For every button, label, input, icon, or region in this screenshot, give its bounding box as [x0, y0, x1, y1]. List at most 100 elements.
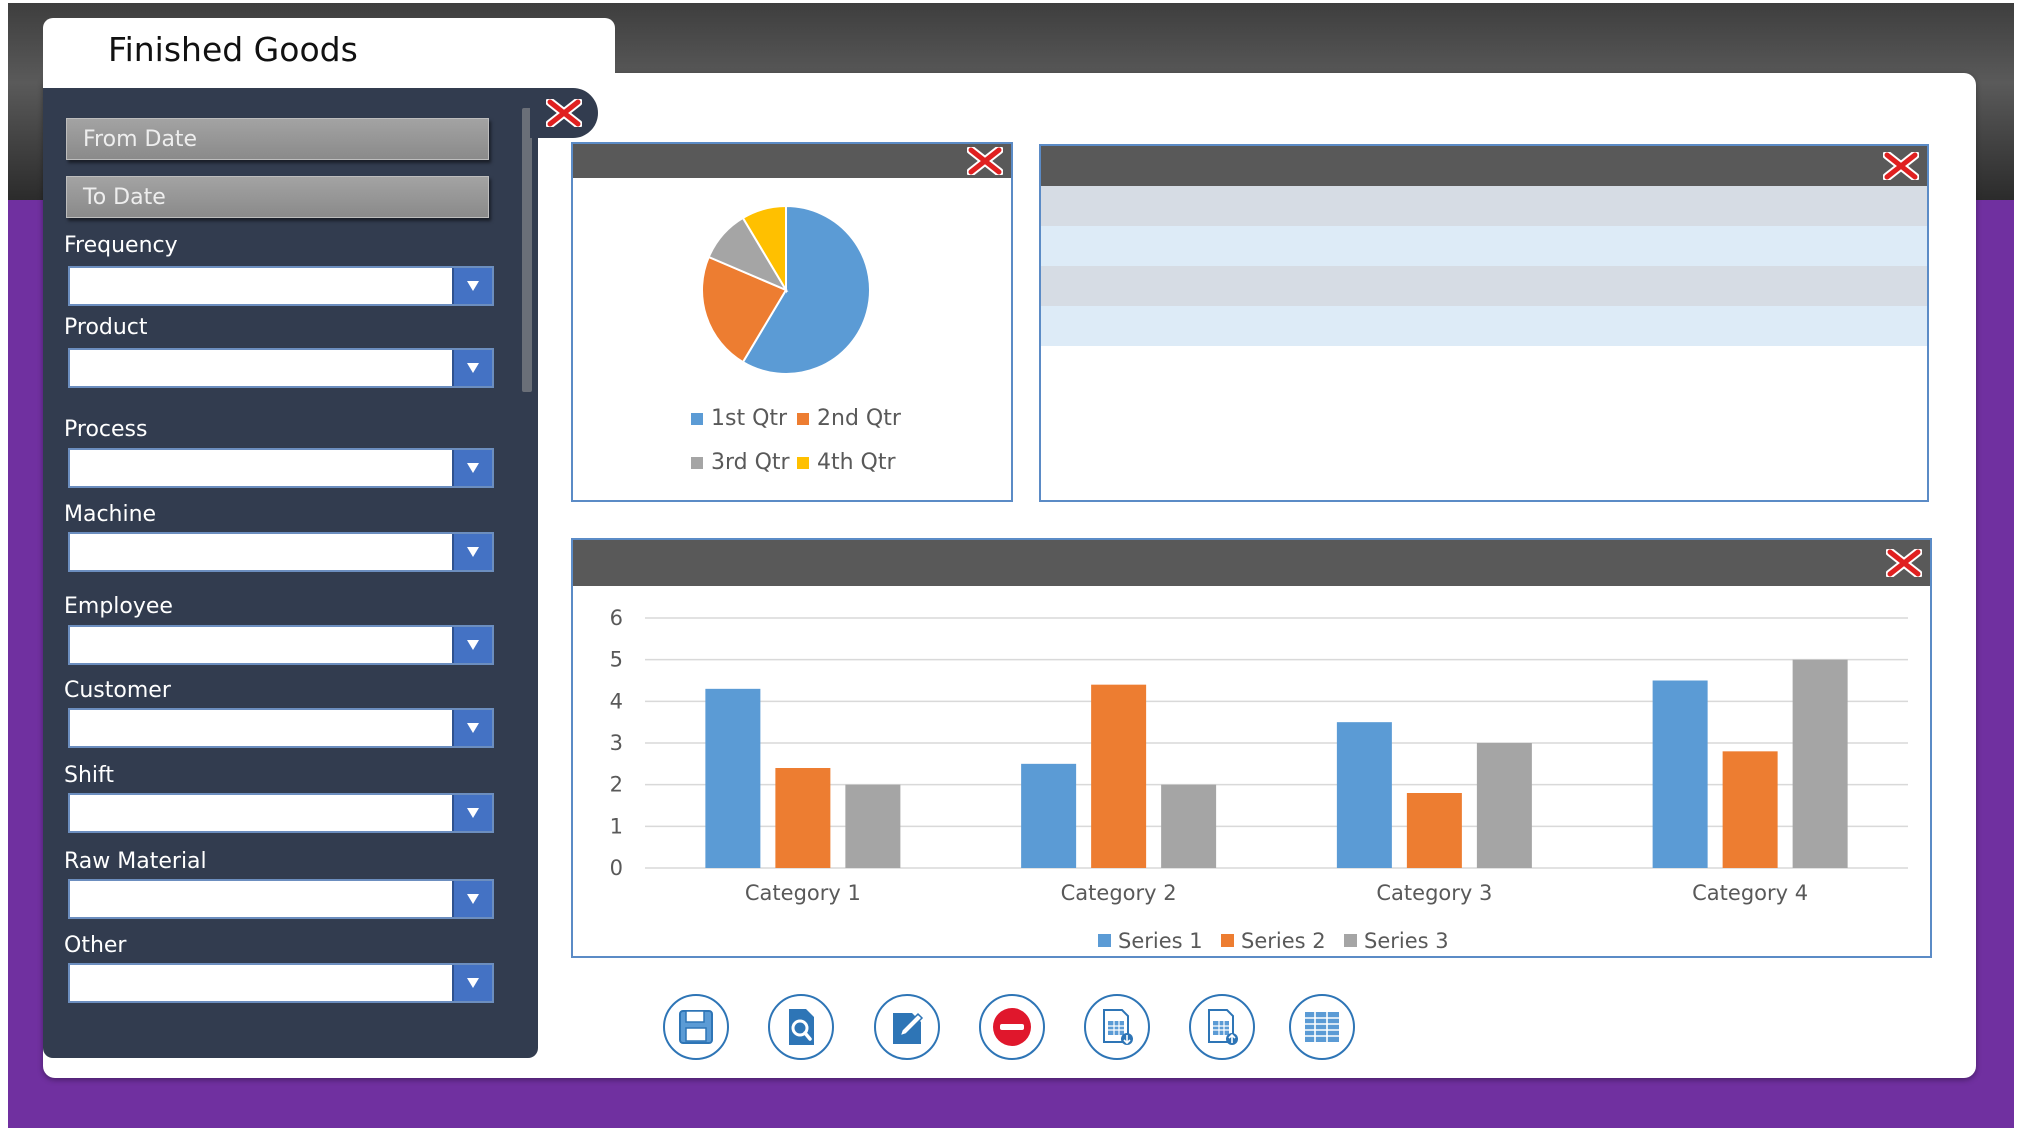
bar-chart-panel: 0 1 2 3 4 5 6 Category 1 Category 2 Category 3 Cat… [571, 538, 1932, 958]
bar-chart: 0 1 2 3 4 5 6 Category 1 Category 2 Category 3 Cat… [610, 606, 1908, 953]
save-button[interactable] [663, 994, 729, 1060]
table-view-button[interactable] [1289, 994, 1355, 1060]
dropdown-arrow-icon[interactable] [452, 350, 492, 386]
to-date-button[interactable]: To Date [66, 176, 489, 218]
bar [705, 688, 761, 868]
filter-dropdown-process[interactable] [68, 448, 494, 488]
legend-label: 2nd Qtr [817, 406, 901, 431]
close-panel-button[interactable] [1883, 152, 1919, 180]
search-document-icon [789, 1009, 814, 1045]
bar [1406, 793, 1462, 868]
filter-label: Other [64, 933, 127, 958]
legend-item: 3rd Qtr [691, 450, 790, 475]
legend-swatch [1344, 934, 1357, 947]
filter-label: Employee [64, 594, 173, 619]
bar [845, 784, 901, 868]
table-row[interactable] [1041, 226, 1927, 266]
y-tick-label: 5 [610, 648, 623, 672]
filter-dropdown-customer[interactable] [68, 708, 494, 748]
filter-dropdown-machine[interactable] [68, 532, 494, 572]
bar [1476, 743, 1532, 868]
bar [1021, 763, 1077, 868]
y-tick-label: 2 [610, 773, 623, 797]
dropdown-arrow-icon[interactable] [452, 965, 492, 1001]
dropdown-arrow-icon[interactable] [452, 881, 492, 917]
legend-swatch [797, 456, 809, 469]
legend-label: Series 1 [1118, 929, 1203, 953]
filter-dropdown-employee[interactable] [68, 625, 494, 665]
filter-label: Raw Material [64, 849, 207, 874]
bar [1722, 751, 1778, 868]
legend-swatch [797, 412, 809, 425]
pie-slice [741, 204, 871, 375]
pie-chart [701, 204, 871, 375]
filter-dropdown-frequency[interactable] [68, 266, 494, 306]
sidebar-scrollbar[interactable] [522, 108, 532, 392]
edit-icon [893, 1012, 924, 1044]
filter-label: Frequency [64, 233, 178, 258]
filter-dropdown-shift[interactable] [68, 793, 494, 833]
filter-dropdown-other[interactable] [68, 963, 494, 1003]
edit-button[interactable] [874, 994, 940, 1060]
filter-dropdown-product[interactable] [68, 348, 494, 388]
filter-label: Shift [64, 763, 115, 788]
from-date-button[interactable]: From Date [66, 118, 489, 160]
legend-item: 2nd Qtr [797, 406, 901, 431]
y-tick-label: 4 [610, 689, 623, 713]
x-tick-label: Category 1 [745, 881, 861, 905]
table-panel [1039, 144, 1929, 502]
bar [1792, 659, 1848, 868]
search-button[interactable] [768, 994, 834, 1060]
legend-label: 1st Qtr [711, 406, 788, 431]
bar [1652, 680, 1708, 868]
dropdown-arrow-icon[interactable] [452, 268, 492, 304]
legend-item: 4th Qtr [797, 450, 896, 475]
bar [1161, 784, 1217, 868]
panel-header [573, 540, 1930, 586]
table-icon [1305, 1012, 1339, 1042]
close-icon [1886, 549, 1922, 577]
panel-header [1041, 146, 1927, 186]
filter-label: Product [64, 315, 148, 340]
delete-icon [993, 1008, 1031, 1046]
x-tick-label: Category 3 [1376, 881, 1492, 905]
filter-label: Customer [64, 678, 171, 703]
x-tick-label: Category 2 [1061, 881, 1177, 905]
export-button[interactable] [1084, 994, 1150, 1060]
filter-label: Machine [64, 502, 157, 527]
pie-slice [741, 204, 787, 294]
y-tick-label: 1 [610, 814, 623, 838]
sidebar-close-button[interactable] [530, 88, 598, 138]
page-title: Finished Goods [108, 30, 358, 69]
close-panel-button[interactable] [967, 147, 1003, 175]
x-tick-label: Category 4 [1692, 881, 1808, 905]
close-icon [546, 99, 582, 127]
filter-dropdown-raw-material[interactable] [68, 879, 494, 919]
bar [775, 768, 831, 868]
table-row[interactable] [1041, 186, 1927, 226]
filter-label: Process [64, 417, 148, 442]
bar [1336, 722, 1392, 868]
y-tick-label: 0 [610, 856, 623, 880]
legend-item: 1st Qtr [691, 406, 787, 431]
table-row[interactable] [1041, 266, 1927, 306]
dropdown-arrow-icon[interactable] [452, 450, 492, 486]
table-row[interactable] [1041, 306, 1927, 346]
delete-button[interactable] [979, 994, 1045, 1060]
bar [1091, 684, 1147, 868]
legend-swatch [691, 456, 703, 469]
dropdown-arrow-icon[interactable] [452, 795, 492, 831]
legend-label: 3rd Qtr [711, 450, 790, 475]
dropdown-arrow-icon[interactable] [452, 710, 492, 746]
import-button[interactable] [1189, 994, 1255, 1060]
close-panel-button[interactable] [1886, 549, 1922, 577]
legend-swatch [691, 412, 703, 425]
dropdown-arrow-icon[interactable] [452, 534, 492, 570]
dropdown-arrow-icon[interactable] [452, 627, 492, 663]
close-icon [1883, 152, 1919, 180]
panel-header [573, 144, 1011, 178]
y-tick-label: 3 [610, 731, 623, 755]
export-excel-icon [1103, 1009, 1133, 1045]
pie-chart-panel: 1st Qtr 2nd Qtr 3rd Qtr 4th Qtr [571, 142, 1013, 502]
y-tick-label: 6 [610, 606, 623, 630]
